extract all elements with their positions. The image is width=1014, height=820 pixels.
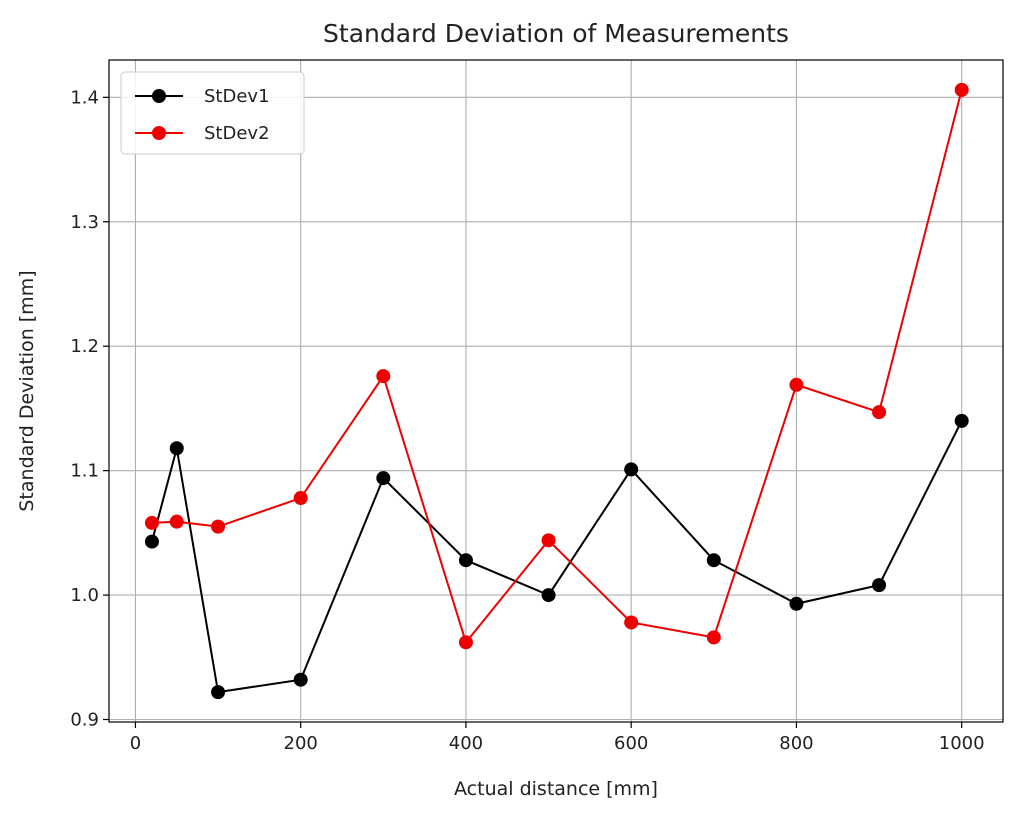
- series-line-stdev2: [151, 89, 963, 645]
- legend: StDev1 StDev2: [120, 71, 305, 155]
- series-layer: [144, 82, 969, 700]
- data-point-stdev1: [169, 441, 184, 456]
- data-point-stdev1: [541, 588, 556, 603]
- axis-ticks: 0 200 400 600 800 1000 0.9 1.0 1.1 1.2 1.3 1.4: [70, 87, 984, 754]
- legend-label: StDev1: [204, 86, 270, 107]
- plot-frame: [108, 59, 1004, 723]
- x-axis-label: Actual distance [mm]: [454, 778, 658, 800]
- data-point-stdev2: [211, 519, 226, 534]
- legend-marker: [152, 126, 166, 140]
- y-tick-label: 1.1: [70, 461, 99, 482]
- data-point-stdev2: [624, 615, 639, 630]
- data-point-stdev1: [872, 578, 887, 593]
- data-point-stdev2: [789, 377, 804, 392]
- y-tick-label: 1.3: [70, 212, 99, 233]
- data-point-stdev2: [458, 635, 473, 650]
- y-tick-label: 0.9: [70, 710, 99, 731]
- data-point-stdev1: [211, 685, 226, 700]
- data-point-stdev1: [789, 596, 804, 611]
- y-tick-label: 1.0: [70, 585, 99, 606]
- data-point-stdev2: [376, 369, 391, 384]
- data-point-stdev1: [624, 462, 639, 477]
- data-point-stdev2: [541, 533, 556, 548]
- chart-title: Standard Deviation of Measurements: [323, 19, 789, 48]
- data-point-stdev1: [376, 471, 391, 486]
- y-tick-label: 1.4: [70, 87, 99, 108]
- data-point-stdev1: [144, 534, 159, 549]
- grid-lines: [109, 60, 1003, 722]
- data-point-stdev2: [872, 405, 887, 420]
- data-point-stdev1: [458, 553, 473, 568]
- data-point-stdev2: [144, 515, 159, 530]
- legend-label: StDev2: [204, 123, 270, 144]
- x-tick-label: 600: [614, 733, 648, 754]
- data-point-stdev1: [706, 553, 721, 568]
- y-axis-label: Standard Deviation [mm]: [16, 270, 38, 511]
- legend-marker: [152, 89, 166, 103]
- x-tick-label: 400: [449, 733, 483, 754]
- data-point-stdev1: [954, 413, 969, 428]
- data-point-stdev2: [293, 491, 308, 506]
- x-tick-label: 0: [130, 733, 141, 754]
- data-point-stdev2: [954, 82, 969, 97]
- series-line-stdev1: [150, 420, 963, 694]
- x-tick-label: 200: [284, 733, 318, 754]
- x-tick-label: 800: [779, 733, 813, 754]
- data-point-stdev2: [706, 630, 721, 645]
- x-tick-label: 1000: [939, 733, 985, 754]
- data-point-stdev1: [293, 672, 308, 687]
- y-tick-label: 1.2: [70, 336, 99, 357]
- data-point-stdev2: [169, 514, 184, 529]
